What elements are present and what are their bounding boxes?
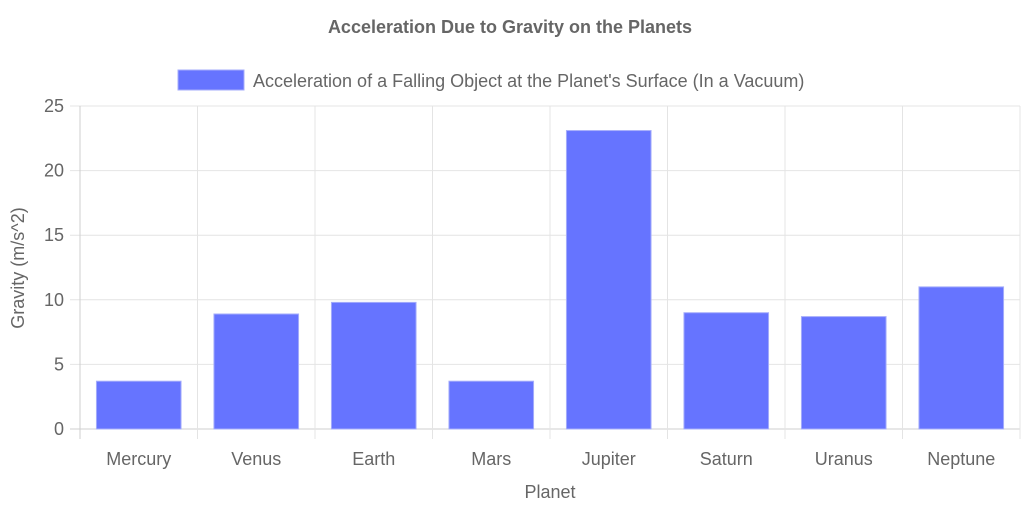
- bars: [95, 130, 1005, 430]
- bar-mars[interactable]: [448, 380, 535, 430]
- bar-jupiter[interactable]: [565, 130, 652, 430]
- bar-neptune[interactable]: [918, 286, 1005, 430]
- x-axis-title: Planet: [524, 482, 575, 502]
- x-tick-label: Earth: [352, 449, 395, 469]
- x-tick-label: Mercury: [106, 449, 171, 469]
- y-tick-label: 0: [54, 419, 64, 439]
- legend[interactable]: Acceleration of a Falling Object at the …: [177, 69, 804, 91]
- y-tick-label: 15: [44, 225, 64, 245]
- bar-saturn[interactable]: [683, 312, 770, 430]
- bar-earth[interactable]: [330, 301, 417, 430]
- x-tick-label: Venus: [231, 449, 281, 469]
- bar-mercury[interactable]: [95, 380, 182, 430]
- x-tick-label: Mars: [471, 449, 511, 469]
- y-tick-label: 25: [44, 96, 64, 116]
- y-tick-label: 20: [44, 161, 64, 181]
- bar-venus[interactable]: [213, 313, 300, 430]
- x-tick-label: Jupiter: [582, 449, 636, 469]
- y-tick-label: 5: [54, 354, 64, 374]
- y-axis-title: Gravity (m/s^2): [8, 207, 28, 328]
- x-tick-label: Uranus: [815, 449, 873, 469]
- legend-label: Acceleration of a Falling Object at the …: [253, 71, 804, 91]
- bar-uranus[interactable]: [800, 316, 887, 430]
- legend-swatch: [177, 69, 245, 91]
- y-axis-ticks: 0 5 10 15 20 25: [44, 96, 64, 439]
- grid-lines: [70, 105, 1021, 439]
- x-tick-label: Saturn: [700, 449, 753, 469]
- y-tick-label: 10: [44, 290, 64, 310]
- x-tick-label: Neptune: [927, 449, 995, 469]
- x-axis-ticks: Mercury Venus Earth Mars Jupiter Saturn Uranus…: [106, 449, 995, 469]
- chart-title: Acceleration Due to Gravity on the Plane…: [328, 17, 692, 37]
